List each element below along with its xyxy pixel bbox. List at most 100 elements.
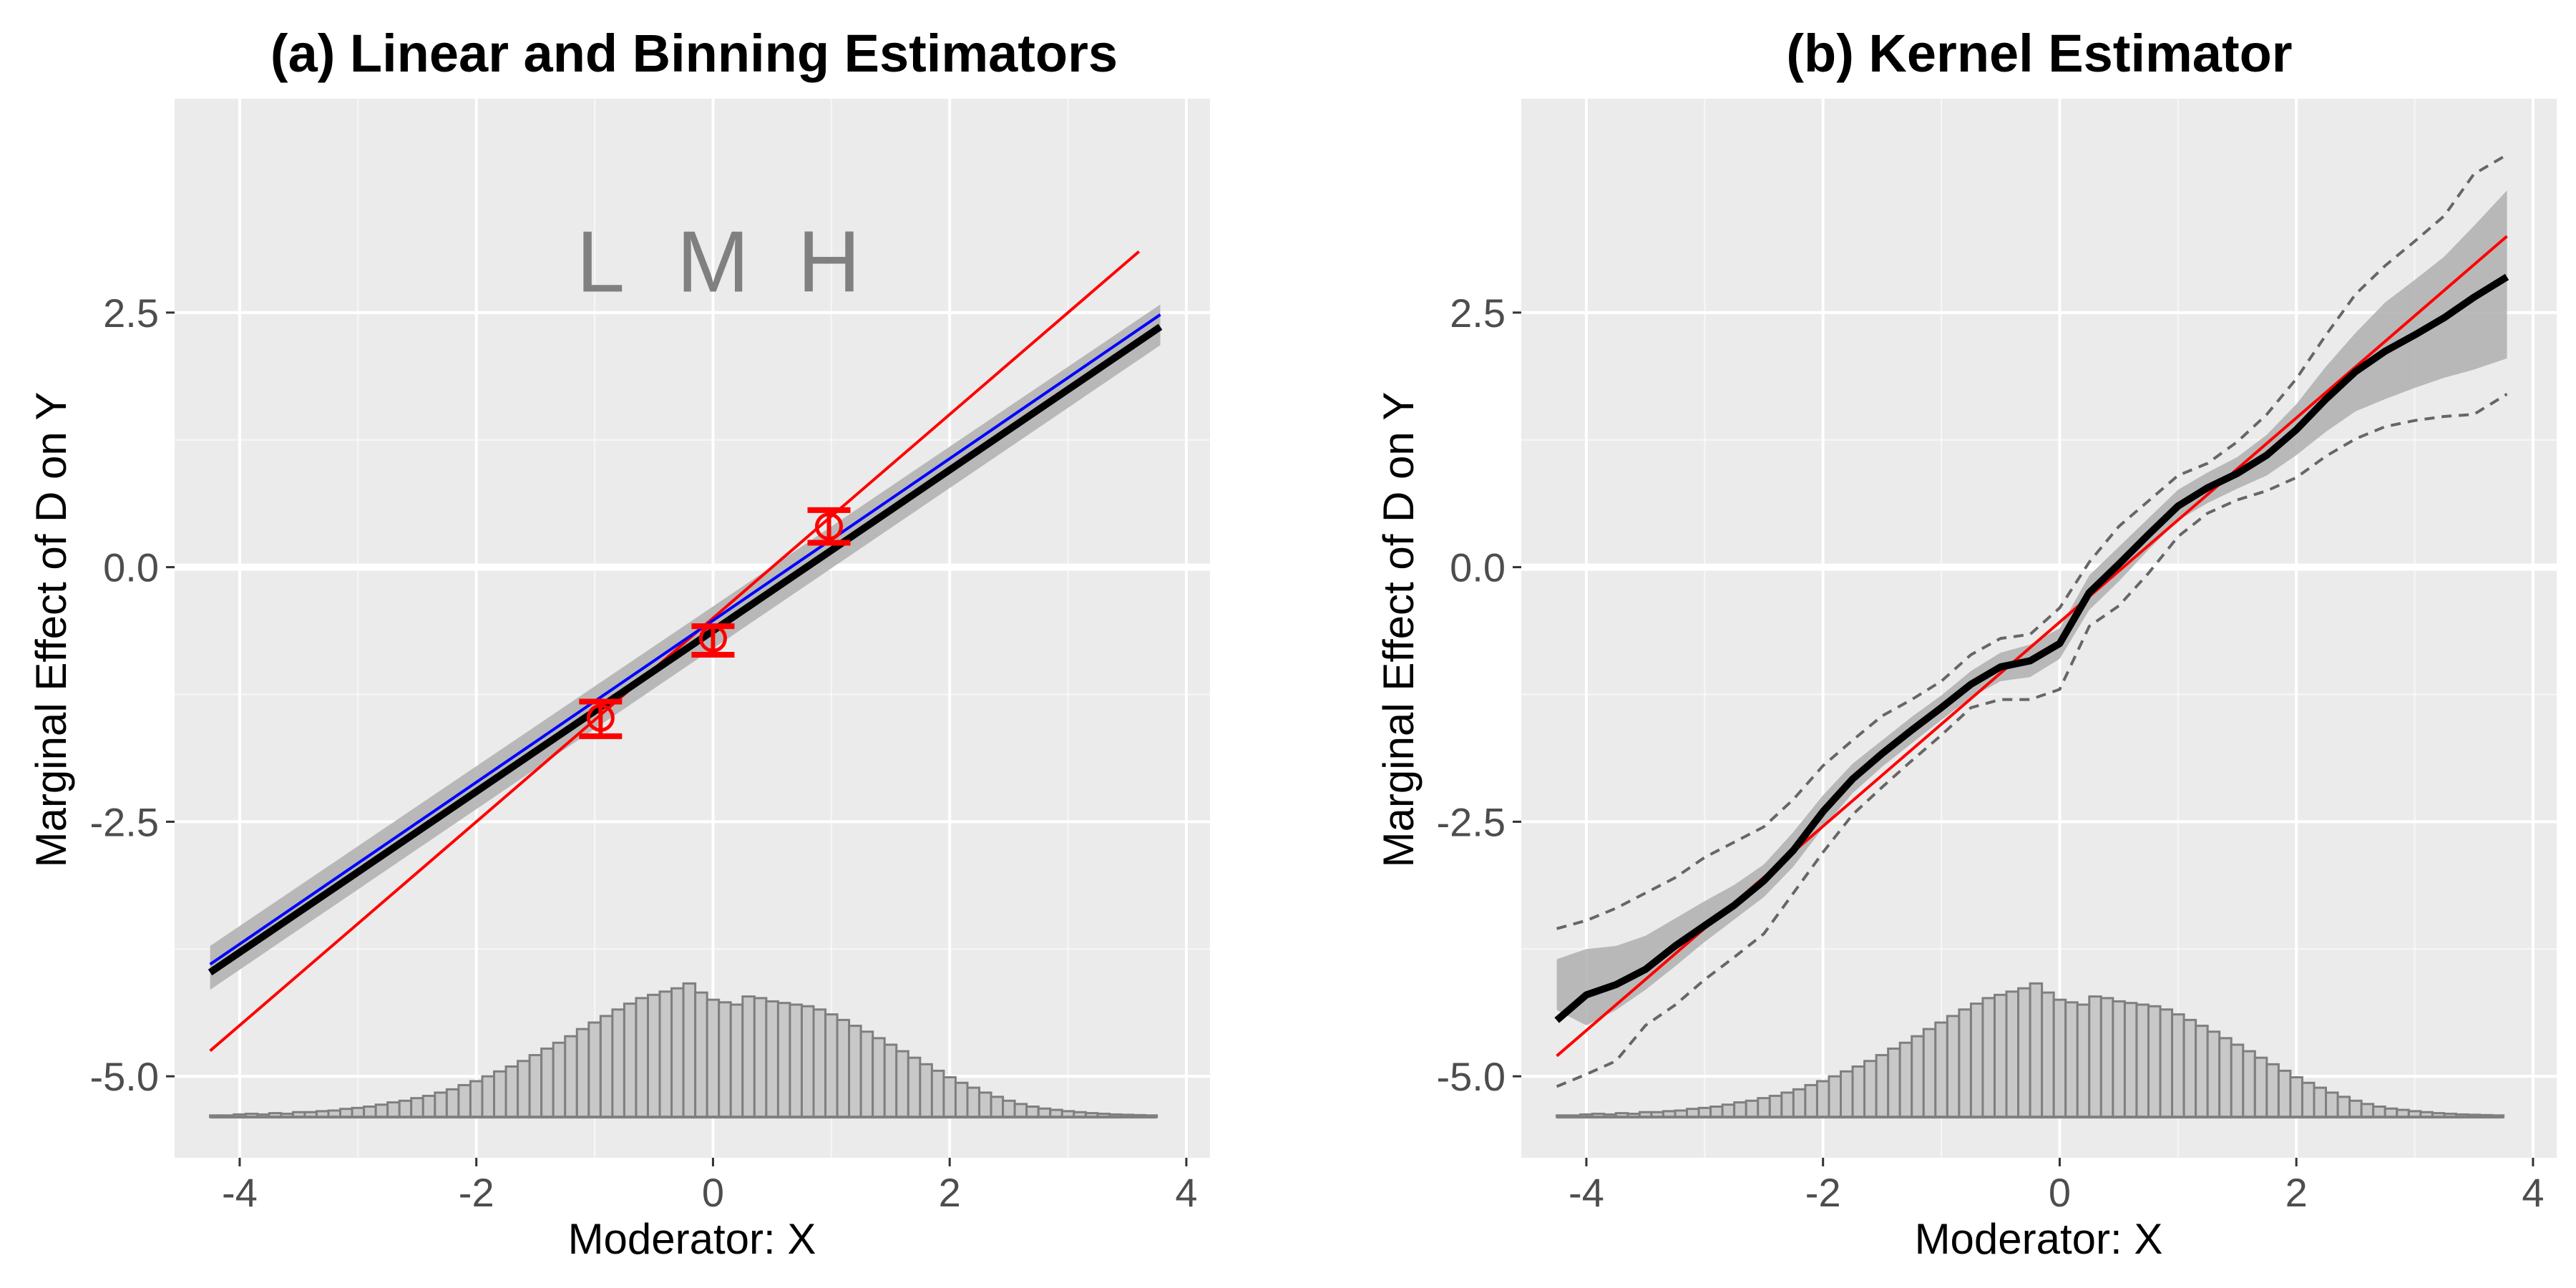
panel-b-histogram-bar xyxy=(1768,1094,1783,1118)
panel-a-y-tick-label: -2.5 xyxy=(90,799,160,844)
panel-a-histogram-bar xyxy=(635,997,649,1118)
panel-a-y-axis-label: Marginal Effect of D on Y xyxy=(27,392,75,868)
panel-a-histogram-bar xyxy=(552,1041,567,1118)
panel-b-title: (b) Kernel Estimator xyxy=(1786,24,2292,83)
panel-b-y-tick-label: 0.0 xyxy=(1450,545,1506,590)
panel-a-histogram-bar xyxy=(789,1003,803,1118)
panel-b-histogram-bar xyxy=(1946,1015,1961,1118)
panel-b-histogram-bar xyxy=(1815,1080,1830,1118)
panel-a-histogram-bar xyxy=(836,1018,851,1118)
panel-a-histogram-bar xyxy=(611,1008,625,1118)
panel-b-histogram-bar xyxy=(1934,1021,1948,1118)
panel-a-histogram-bar xyxy=(753,997,768,1118)
panel-b-y-axis-label: Marginal Effect of D on Y xyxy=(1375,392,1423,868)
panel-b-histogram-bar xyxy=(1792,1088,1807,1118)
panel-a-histogram-bar xyxy=(907,1056,922,1118)
panel-b-x-axis-label: Moderator: X xyxy=(1915,1215,2163,1263)
panel-a-histogram-bar xyxy=(504,1065,519,1118)
panel-b-histogram-bar xyxy=(2301,1081,2316,1118)
panel-a-x-tick-label: -4 xyxy=(222,1170,258,1215)
panel-a-histogram-bar xyxy=(517,1060,531,1118)
panel-b-histogram-bar xyxy=(2182,1018,2197,1118)
panel-a-histogram-bar xyxy=(434,1091,448,1118)
panel-a-histogram-bar xyxy=(919,1063,933,1118)
panel-b-histogram-bar xyxy=(2372,1106,2386,1118)
panel-a-histogram-bar xyxy=(859,1030,874,1118)
panel-b-histogram-bar xyxy=(2289,1076,2303,1118)
panel-b-dashed-lower xyxy=(1556,392,2508,1088)
panel-b-histogram-bar xyxy=(2171,1013,2185,1118)
panel-b-background xyxy=(1521,99,2557,1158)
panel-b-histogram-bar xyxy=(1993,993,2008,1118)
panel-b-histogram-bar xyxy=(2088,995,2102,1118)
panel-b-histogram-bar xyxy=(2041,991,2055,1118)
panel-a-histogram-bar xyxy=(824,1013,839,1118)
panel-a-histogram-bar xyxy=(954,1081,969,1118)
panel-b-histogram-bar xyxy=(1969,1002,1984,1118)
panel-a-histogram-bar xyxy=(374,1103,389,1118)
panel-b-histogram-bar xyxy=(1863,1060,1878,1118)
panel-b-x-tick-label: -2 xyxy=(1805,1170,1841,1215)
panel-b-x-tick-label: -4 xyxy=(1568,1170,1604,1215)
panel-a-histogram-bar xyxy=(493,1070,507,1118)
panel-a-histogram-bar xyxy=(978,1091,992,1118)
panel-b-histogram-bar xyxy=(2064,1001,2079,1118)
panel-a-histogram-bar xyxy=(883,1043,898,1118)
panel-a-histogram-bar xyxy=(481,1075,496,1118)
panel-a-histogram-bar xyxy=(398,1099,413,1118)
panel-a-linear-fit-line xyxy=(209,313,1161,966)
panel-a-y-tick-labels: -5.0 -2.5 0.0 2.5 xyxy=(90,291,175,1099)
panel-a-histogram-bar xyxy=(469,1080,484,1118)
panel-a-histogram-bar xyxy=(386,1101,401,1118)
bin-label-l: L xyxy=(576,213,625,311)
panel-b-histogram-bar xyxy=(1887,1047,1901,1118)
panel-b-histogram-bar xyxy=(1733,1101,1747,1118)
panel-b-histogram-bar xyxy=(2052,998,2067,1118)
panel-b-histogram-bar xyxy=(2123,1002,2138,1118)
panel-a-y-tick-label: 2.5 xyxy=(103,291,159,336)
panel-b-histogram-bar xyxy=(2325,1091,2339,1118)
panel-a-histogram-bar xyxy=(848,1025,862,1118)
panel-b-x-tick-label: 2 xyxy=(2285,1170,2308,1215)
panel-a-x-tick-label: 2 xyxy=(939,1170,961,1215)
panel-a-histogram-bar xyxy=(765,1000,779,1118)
bin-estimate-point xyxy=(698,624,727,653)
panel-b-histogram-bar xyxy=(2147,1005,2162,1118)
panel-b-histogram-bar xyxy=(2195,1025,2209,1118)
panel-b-histogram-bar xyxy=(2017,987,2031,1118)
panel-a-estimate-line xyxy=(208,323,1163,976)
bin-label-m: M xyxy=(677,213,750,311)
panel-a-histogram-bar xyxy=(682,982,697,1118)
panel-b-histogram-bar xyxy=(1780,1091,1795,1118)
panel-b-histogram-bar xyxy=(2265,1063,2280,1118)
panel-b: (b) Kernel Estimator -5.0 -2.5 0.0 2.5 -4 -2… xyxy=(1375,24,2557,1263)
panel-b-histogram-bar xyxy=(1721,1103,1736,1118)
panel-a-title: (a) Linear and Binning Estimators xyxy=(270,24,1118,83)
panel-b-histogram-bar xyxy=(2348,1099,2363,1118)
panel-b-histogram-bar xyxy=(2336,1096,2351,1118)
panel-b-x-tick-label: 4 xyxy=(2522,1170,2544,1215)
panel-a-histogram-bar xyxy=(575,1028,590,1118)
panel-b-histogram-bar xyxy=(2206,1030,2221,1118)
panel-a-x-tick-label: -2 xyxy=(459,1170,494,1215)
panel-a-histogram-bar xyxy=(646,993,661,1118)
panel-a-histogram-bar xyxy=(800,1005,815,1118)
bin-estimate-point xyxy=(586,703,615,732)
panel-a-histogram-bar xyxy=(670,987,685,1118)
panel-a-histogram-bar xyxy=(658,990,673,1118)
panel-a-histogram-bar xyxy=(540,1047,555,1118)
panel-b-histogram-bar xyxy=(1709,1106,1724,1118)
panel-b-y-tick-label: 2.5 xyxy=(1450,291,1506,336)
panel-a-histogram-bar xyxy=(1013,1103,1028,1118)
panel-a-histogram-bar xyxy=(363,1106,377,1118)
panel-b-histogram-bar xyxy=(2242,1050,2256,1118)
panel-b-plot xyxy=(1554,153,2509,1119)
panel-a-histogram-bar xyxy=(599,1015,614,1118)
panel-a-y-tick-label: 0.0 xyxy=(103,545,159,590)
panel-a-histogram-bar xyxy=(445,1088,460,1118)
panel-b-histogram-bar xyxy=(1851,1065,1866,1118)
panel-a-histogram-bar xyxy=(776,1002,791,1118)
panel-a-histogram-bar xyxy=(587,1021,602,1118)
panel-b-histogram-bar xyxy=(2218,1037,2233,1118)
